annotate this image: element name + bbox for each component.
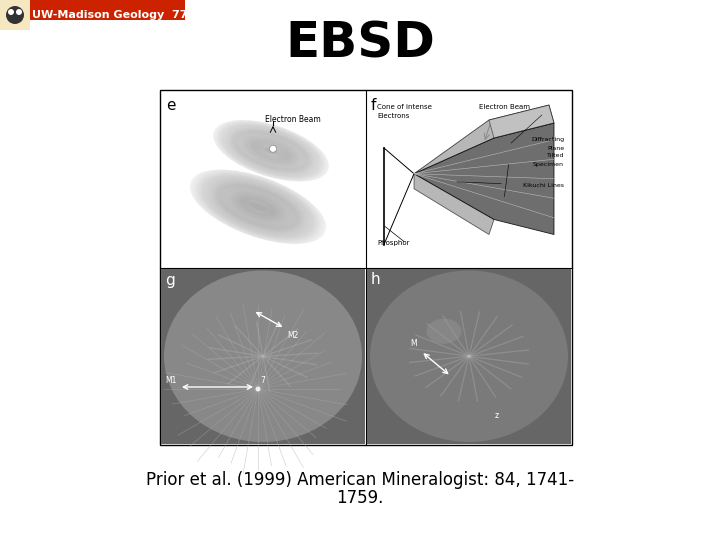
Bar bbox=[0, 0, 30, 30]
Bar bbox=[161, 268, 365, 444]
Text: z: z bbox=[495, 411, 499, 421]
Text: Electron Beam: Electron Beam bbox=[479, 104, 530, 110]
Text: M: M bbox=[410, 339, 417, 348]
Text: Prior et al. (1999) American Mineralogist: 84, 1741-: Prior et al. (1999) American Mineralogis… bbox=[146, 471, 574, 489]
Text: EBSD: EBSD bbox=[285, 20, 435, 68]
Text: M2: M2 bbox=[287, 330, 298, 340]
Circle shape bbox=[8, 9, 14, 15]
Circle shape bbox=[6, 6, 24, 24]
Text: h: h bbox=[371, 273, 381, 287]
Text: Tilted: Tilted bbox=[546, 153, 564, 158]
Text: Phosphor: Phosphor bbox=[377, 240, 410, 246]
Polygon shape bbox=[489, 105, 554, 138]
Polygon shape bbox=[414, 105, 554, 174]
Text: e: e bbox=[166, 98, 176, 113]
Ellipse shape bbox=[164, 271, 362, 442]
Polygon shape bbox=[414, 123, 554, 234]
Circle shape bbox=[256, 387, 261, 392]
Text: 1759.: 1759. bbox=[336, 489, 384, 507]
Text: Specimen: Specimen bbox=[533, 162, 564, 167]
Text: UW-Madison Geology  777: UW-Madison Geology 777 bbox=[32, 10, 195, 20]
Circle shape bbox=[3, 3, 27, 27]
Bar bbox=[0, 0, 185, 20]
Ellipse shape bbox=[426, 319, 462, 344]
Text: Kikuchi Lines: Kikuchi Lines bbox=[523, 183, 564, 188]
Circle shape bbox=[269, 145, 276, 152]
Text: g: g bbox=[165, 273, 175, 287]
Text: Electron Beam: Electron Beam bbox=[265, 116, 321, 125]
Text: 7: 7 bbox=[260, 376, 265, 385]
Polygon shape bbox=[414, 174, 494, 234]
Bar bbox=[367, 268, 571, 444]
Ellipse shape bbox=[370, 271, 568, 442]
Circle shape bbox=[16, 9, 22, 15]
Bar bbox=[160, 90, 572, 445]
Text: M1: M1 bbox=[166, 376, 177, 385]
Text: Plane: Plane bbox=[547, 146, 564, 151]
Text: Diffracting: Diffracting bbox=[531, 137, 564, 142]
Text: Cone of intense: Cone of intense bbox=[377, 104, 432, 110]
Text: f: f bbox=[371, 98, 377, 113]
Text: Electrons: Electrons bbox=[377, 113, 410, 119]
